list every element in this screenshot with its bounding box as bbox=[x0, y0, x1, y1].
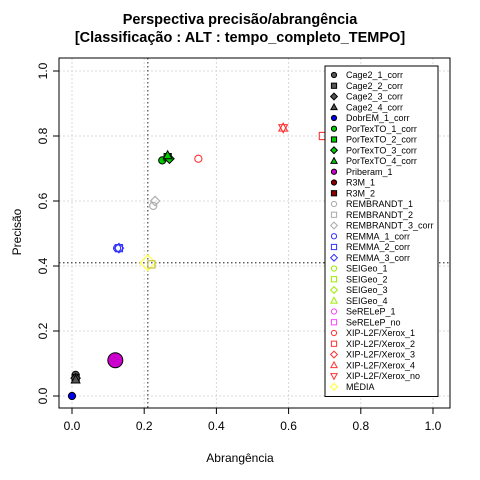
legend-marker bbox=[330, 233, 338, 240]
legend-marker bbox=[330, 211, 338, 218]
legend-label: SEIGeo_4 bbox=[346, 296, 388, 306]
legend-marker bbox=[329, 253, 339, 262]
legend-label: SEIGeo_1 bbox=[346, 264, 388, 274]
legend-label: XIP-L2F/Xerox_1 bbox=[346, 328, 415, 338]
legend-marker bbox=[330, 136, 338, 143]
legend-label: PorTexTO_4_corr bbox=[346, 156, 417, 166]
legend-label: SeRELeP_no bbox=[346, 317, 401, 327]
legend-label: PorTexTO_1_corr bbox=[346, 124, 417, 134]
legend-label: R3M_2 bbox=[346, 188, 375, 198]
legend-label: PorTexTO_3_corr bbox=[346, 145, 417, 155]
legend-label: REMBRANDT_2 bbox=[346, 210, 413, 220]
legend-marker bbox=[330, 114, 338, 122]
legend-marker bbox=[329, 350, 339, 359]
x-tick-label: 0.6 bbox=[280, 419, 297, 433]
legend-marker bbox=[330, 243, 338, 251]
legend-label: DobrEM_1_corr bbox=[346, 113, 410, 123]
legend-marker bbox=[330, 200, 338, 208]
legend-label: SEIGeo_2 bbox=[346, 274, 388, 284]
data-point bbox=[149, 195, 161, 207]
y-tick-label: 0.2 bbox=[36, 322, 50, 339]
x-tick-label: 0.4 bbox=[208, 419, 225, 433]
legend-marker bbox=[330, 179, 338, 186]
legend-marker bbox=[330, 296, 338, 304]
legend-marker bbox=[330, 168, 338, 175]
legend-marker bbox=[330, 125, 338, 132]
legend-marker bbox=[329, 146, 339, 155]
legend-label: Cage2_1_corr bbox=[346, 70, 403, 80]
legend-marker bbox=[330, 265, 338, 272]
legend-marker bbox=[330, 329, 338, 337]
legend-label: Cage2_3_corr bbox=[346, 92, 403, 102]
data-point bbox=[147, 260, 156, 269]
legend-marker bbox=[330, 71, 338, 79]
legend-label: XIP-L2F/Xerox_no bbox=[346, 371, 420, 381]
legend-marker bbox=[330, 308, 338, 315]
legend-label: REMBRANDT_3_corr bbox=[346, 221, 434, 231]
legend-marker bbox=[330, 360, 338, 369]
plot-frame bbox=[58, 57, 451, 409]
legend-label: PorTexTO_2_corr bbox=[346, 135, 417, 145]
legend-label: Priberam_1 bbox=[346, 167, 393, 177]
legend-label: SEIGeo_3 bbox=[346, 285, 388, 295]
legend-label: R3M_1 bbox=[346, 178, 375, 188]
data-point bbox=[139, 254, 157, 272]
data-point bbox=[194, 154, 203, 163]
data-point bbox=[162, 149, 173, 160]
data-point bbox=[113, 242, 125, 254]
y-tick-label: 0.4 bbox=[36, 257, 50, 274]
x-tick-label: 0.2 bbox=[136, 419, 153, 433]
legend-marker bbox=[330, 373, 338, 381]
y-tick-label: 0.6 bbox=[36, 192, 50, 209]
legend-label: XIP-L2F/Xerox_4 bbox=[346, 360, 415, 370]
legend-label: MÉDIA bbox=[346, 382, 375, 392]
data-point bbox=[107, 352, 124, 369]
legend-label: Cage2_2_corr bbox=[346, 81, 403, 91]
legend-marker bbox=[329, 221, 339, 230]
data-point bbox=[70, 374, 81, 384]
x-tick-label: 0.8 bbox=[352, 419, 369, 433]
x-tick-label: 0.0 bbox=[64, 419, 81, 433]
legend-marker bbox=[329, 285, 339, 295]
legend-label: REMBRANDT_1 bbox=[346, 199, 413, 209]
legend-marker bbox=[330, 82, 338, 89]
y-tick-label: 0.8 bbox=[36, 127, 50, 144]
x-axis-label: Abrangência bbox=[206, 451, 274, 465]
legend-marker bbox=[329, 92, 339, 101]
legend-marker bbox=[329, 382, 339, 391]
legend-label: REMMA_2_corr bbox=[346, 242, 410, 252]
legend-box bbox=[324, 65, 439, 397]
data-point bbox=[277, 122, 289, 132]
legend-marker bbox=[330, 340, 338, 347]
legend-label: REMMA_3_corr bbox=[346, 253, 410, 263]
legend-label: REMMA_1_corr bbox=[346, 231, 410, 241]
legend-marker bbox=[330, 156, 338, 164]
legend-marker bbox=[330, 276, 338, 283]
legend-marker bbox=[330, 102, 338, 111]
x-tick-label: 1.0 bbox=[425, 419, 442, 433]
y-tick-label: 0.0 bbox=[36, 387, 50, 404]
legend-marker bbox=[330, 190, 338, 197]
y-tick-label: 1.0 bbox=[36, 62, 50, 79]
data-point bbox=[277, 124, 289, 134]
chart-subtitle: [Classificação : ALT : tempo_completo_TE… bbox=[74, 30, 406, 46]
legend-label: Cage2_4_corr bbox=[346, 102, 403, 112]
data-point bbox=[67, 391, 77, 401]
chart-title: Perspectiva precisão/abrangência bbox=[122, 12, 358, 28]
legend-marker bbox=[330, 319, 338, 326]
legend-label: XIP-L2F/Xerox_3 bbox=[346, 350, 415, 360]
data-point bbox=[149, 201, 158, 211]
data-point bbox=[114, 243, 124, 253]
legend-label: XIP-L2F/Xerox_2 bbox=[346, 339, 415, 349]
legend-label: SeRELeP_1 bbox=[346, 307, 396, 317]
